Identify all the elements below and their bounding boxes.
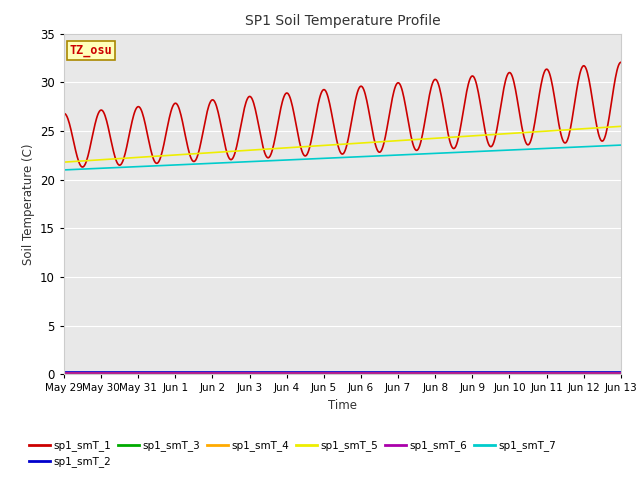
- sp1_smT_4: [214, 370, 221, 375]
- sp1_smT_4: [426, 370, 434, 375]
- sp1_smT_1: [70, 141, 78, 146]
- sp1_smT_2: [70, 369, 78, 375]
- sp1_smT_7: [410, 151, 418, 157]
- sp1_smT_7: [70, 167, 78, 172]
- Legend: sp1_smT_1, sp1_smT_2, sp1_smT_3, sp1_smT_4, sp1_smT_5, sp1_smT_6, sp1_smT_7: sp1_smT_1, sp1_smT_2, sp1_smT_3, sp1_smT…: [25, 436, 561, 471]
- sp1_smT_3: [410, 371, 418, 376]
- sp1_smT_2: [127, 369, 135, 375]
- sp1_smT_4: [184, 370, 192, 375]
- sp1_smT_2: [60, 369, 68, 375]
- sp1_smT_3: [184, 371, 192, 376]
- sp1_smT_5: [410, 137, 418, 143]
- sp1_smT_3: [60, 371, 68, 376]
- sp1_smT_1: [214, 109, 222, 115]
- sp1_smT_3: [617, 371, 625, 376]
- sp1_smT_7: [184, 161, 192, 167]
- sp1_smT_3: [214, 371, 221, 376]
- sp1_smT_4: [410, 370, 418, 375]
- sp1_smT_2: [214, 369, 221, 375]
- sp1_smT_6: [617, 371, 625, 376]
- sp1_smT_6: [127, 371, 135, 376]
- sp1_smT_5: [127, 155, 135, 161]
- sp1_smT_6: [410, 371, 418, 376]
- Title: SP1 Soil Temperature Profile: SP1 Soil Temperature Profile: [244, 14, 440, 28]
- sp1_smT_2: [410, 369, 418, 375]
- Text: TZ_osu: TZ_osu: [70, 44, 112, 57]
- sp1_smT_6: [214, 371, 221, 376]
- sp1_smT_7: [60, 167, 68, 173]
- sp1_smT_5: [70, 158, 78, 164]
- sp1_smT_6: [70, 371, 78, 376]
- sp1_smT_3: [70, 371, 78, 376]
- Line: sp1_smT_1: sp1_smT_1: [64, 62, 621, 167]
- sp1_smT_4: [60, 370, 68, 375]
- sp1_smT_5: [214, 149, 221, 155]
- sp1_smT_7: [617, 142, 625, 148]
- sp1_smT_6: [60, 371, 68, 376]
- sp1_smT_1: [411, 146, 419, 152]
- sp1_smT_5: [60, 159, 68, 165]
- X-axis label: Time: Time: [328, 399, 357, 412]
- sp1_smT_2: [617, 369, 625, 375]
- sp1_smT_4: [70, 370, 78, 375]
- sp1_smT_2: [426, 369, 434, 375]
- sp1_smT_7: [127, 164, 135, 170]
- sp1_smT_5: [617, 123, 625, 129]
- Line: sp1_smT_5: sp1_smT_5: [64, 126, 621, 162]
- sp1_smT_6: [184, 371, 192, 376]
- sp1_smT_4: [617, 370, 625, 375]
- sp1_smT_1: [128, 118, 136, 124]
- sp1_smT_1: [79, 164, 86, 170]
- sp1_smT_5: [184, 151, 192, 157]
- sp1_smT_3: [127, 371, 135, 376]
- sp1_smT_5: [426, 136, 434, 142]
- Y-axis label: Soil Temperature (C): Soil Temperature (C): [22, 143, 35, 265]
- sp1_smT_2: [184, 369, 192, 375]
- sp1_smT_1: [185, 148, 193, 154]
- sp1_smT_1: [617, 60, 625, 65]
- sp1_smT_1: [60, 110, 68, 116]
- sp1_smT_6: [426, 371, 434, 376]
- Line: sp1_smT_7: sp1_smT_7: [64, 145, 621, 170]
- sp1_smT_3: [426, 371, 434, 376]
- sp1_smT_7: [426, 151, 434, 156]
- sp1_smT_4: [127, 370, 135, 375]
- sp1_smT_7: [214, 160, 221, 166]
- sp1_smT_1: [428, 85, 435, 91]
